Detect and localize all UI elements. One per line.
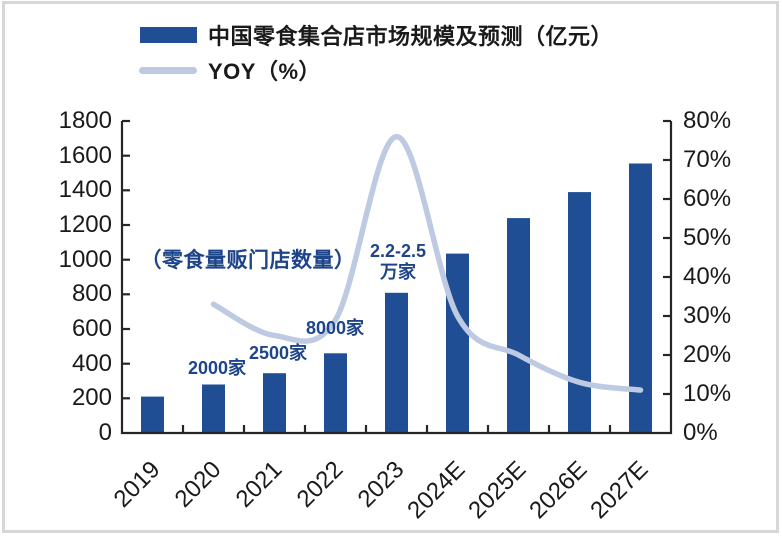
right-axis-tick-label: 80% [683, 107, 732, 134]
annotation-store-count-2022: 8000家 [305, 318, 365, 338]
left-axis-tick-label: 1200 [58, 211, 112, 238]
right-axis-tick-label: 10% [683, 380, 732, 407]
legend-line-label: YOY（%） [208, 59, 322, 84]
right-axis-tick-label: 70% [683, 146, 732, 173]
right-axis-tick-label: 20% [683, 341, 732, 368]
bar-2026E [568, 192, 591, 433]
right-axis-tick-label: 30% [683, 302, 732, 329]
legend-line-swatch [139, 66, 197, 74]
annotation-store-count-2023-line2: 万家 [380, 262, 416, 282]
legend-item-yoy: YOY（%） [139, 59, 321, 84]
annotation-store-count-2021: 2500家 [248, 343, 308, 363]
annotation-store-count-note: （零食量贩门店数量） [140, 249, 356, 272]
right-axis-tick-label: 50% [683, 224, 732, 251]
annotation-store-count-2023-line1: 2.2-2.5 [369, 241, 427, 261]
annotation-store-count-2023: 2.2-2.5 万家 [343, 241, 453, 283]
left-axis-tick-label: 0 [98, 419, 112, 446]
left-axis-tick-label: 1400 [58, 176, 112, 203]
left-axis-tick-label: 200 [71, 384, 112, 411]
bar-2025E [507, 218, 530, 433]
legend-bar-label: 中国零食集合店市场规模及预测（亿元） [208, 24, 614, 49]
left-axis-tick-label: 800 [71, 280, 112, 307]
right-axis-tick-label: 0% [683, 419, 718, 446]
legend-bar-swatch [140, 27, 197, 43]
right-axis-tick-label: 60% [683, 185, 732, 212]
left-axis-tick-label: 1600 [58, 142, 112, 169]
legend-item-market-size: 中国零食集合店市场规模及预测（亿元） [140, 24, 613, 49]
left-axis-tick-label: 400 [71, 350, 112, 377]
right-axis-tick-label: 40% [683, 263, 732, 290]
bar-2022 [324, 353, 347, 433]
bar-2019 [141, 396, 164, 433]
bar-2023 [385, 292, 408, 433]
bar-2020 [202, 384, 225, 433]
yoy-line [210, 133, 644, 393]
left-axis-tick-label: 600 [71, 315, 112, 342]
left-axis-tick-label: 1000 [58, 246, 112, 273]
bar-2021 [263, 373, 286, 433]
annotation-store-count-2020: 2000家 [187, 358, 247, 378]
bar-2027E [629, 163, 652, 433]
left-axis-tick-label: 1800 [58, 107, 112, 134]
